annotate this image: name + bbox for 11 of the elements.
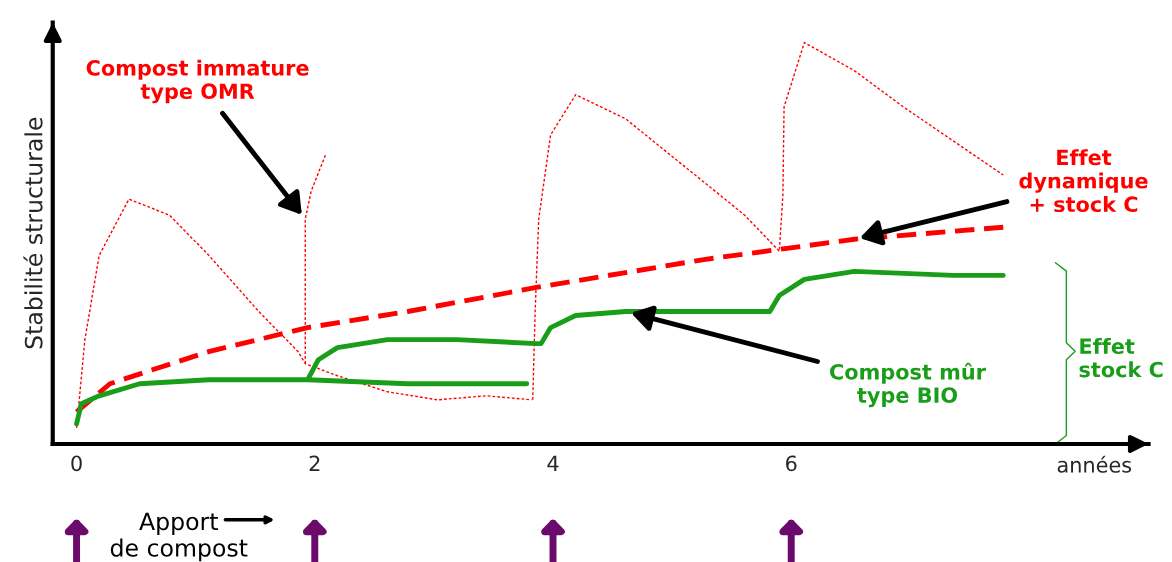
text: Compost immature type OMR (86, 59, 309, 104)
x-axis-title: années (1057, 455, 1132, 473)
x-tick-label: 4 (547, 455, 559, 471)
text: Apport de compost (110, 512, 248, 562)
series-label: Effet dynamique + stock C (1019, 149, 1148, 213)
text: Compost mûr type BIO (830, 362, 986, 408)
x-tick-label: 0 (71, 455, 82, 472)
y-axis-title: Stabilité structurale (23, 117, 43, 349)
annotation: Effet stock C (1079, 337, 1163, 378)
x-tick-label: 2 (309, 455, 320, 471)
x-tick-label: 6 (786, 455, 797, 472)
